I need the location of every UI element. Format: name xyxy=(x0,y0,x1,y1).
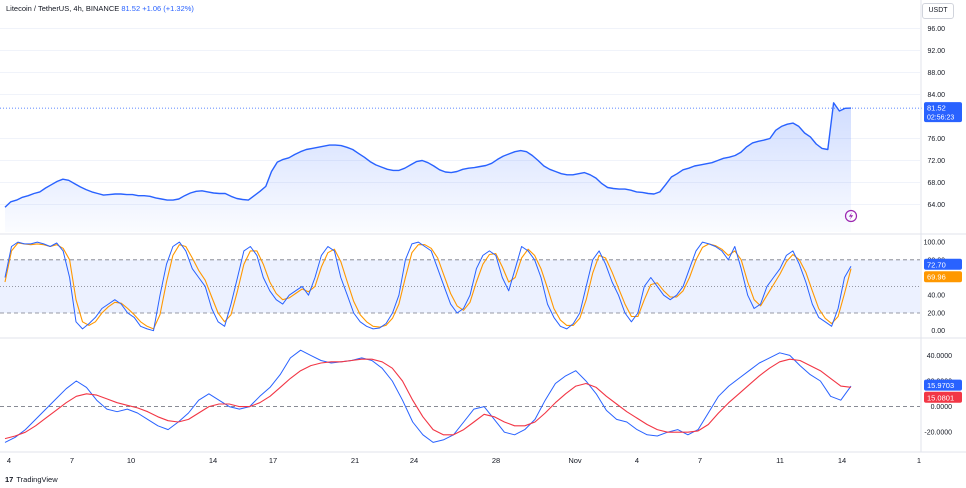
time-axis-tick: 24 xyxy=(410,456,418,465)
time-axis-tick: 7 xyxy=(70,456,74,465)
price-area-fill xyxy=(5,102,851,232)
stoch-k-tag: 72.70 xyxy=(927,260,946,269)
time-axis-tick: 10 xyxy=(127,456,135,465)
osc-axis-tick: -20.0000 xyxy=(924,430,952,437)
time-axis-tick: 4 xyxy=(7,456,11,465)
price-pane: 96.00 92.00 88.00 84.00 76.00 72.00 68.00 64.00… xyxy=(0,26,966,235)
osc-signal-tag-bg xyxy=(924,391,962,403)
price-axis-tick: 68.00 xyxy=(927,180,945,187)
osc-axis-tick: 0.0000 xyxy=(931,404,953,411)
time-axis-tick: 28 xyxy=(492,456,500,465)
stoch-axis-tick: 40.00 xyxy=(927,293,945,300)
symbol-title: Litecoin / TetherUS, 4h, BINANCE xyxy=(6,4,120,13)
osc-main-tag-bg xyxy=(924,379,962,391)
osc-main-line xyxy=(4,349,852,443)
stoch-k-tag-bg xyxy=(924,258,962,270)
time-axis-tick: 7 xyxy=(698,456,702,465)
price-line xyxy=(4,102,852,208)
price-axis-tick: 72.00 xyxy=(927,158,945,165)
time-axis-tick: 14 xyxy=(838,456,846,465)
time-axis-tick: 4 xyxy=(635,456,639,465)
last-price-tag: 81.52 xyxy=(927,104,946,113)
time-axis-tick: 1 xyxy=(917,456,921,465)
osc-axis-tick: 40.0000 xyxy=(927,353,952,360)
osc-signal-tag: 15.0801 xyxy=(927,393,954,402)
time-axis-tick: 21 xyxy=(351,456,359,465)
price-axis-tick: 92.00 xyxy=(927,48,945,55)
price-axis-tick: 88.00 xyxy=(927,70,945,77)
time-axis-tick: 14 xyxy=(209,456,217,465)
osc-main-tag: 15.9703 xyxy=(927,381,954,390)
last-price: 81.52 xyxy=(121,4,141,13)
time-axis-tick: 17 xyxy=(269,456,277,465)
tv-logo-text: TradingView xyxy=(16,475,58,484)
time-axis-tick: 11 xyxy=(776,456,784,465)
osc-signal-line xyxy=(4,358,852,440)
candle-countdown: 02:56:23 xyxy=(927,115,954,122)
price-axis-tick: 96.00 xyxy=(927,26,945,33)
tradingview-logo[interactable]: 17 TradingView xyxy=(5,475,58,484)
stoch-axis-tick: 20.00 xyxy=(927,310,945,317)
symbol-header: Litecoin / TetherUS, 4h, BINANCE 81.52 +… xyxy=(6,4,194,13)
price-axis-tick: 76.00 xyxy=(927,136,945,143)
price-axis-tick: 64.00 xyxy=(927,202,945,209)
stoch-d-tag: 69.96 xyxy=(927,273,946,282)
time-axis-tick: Nov xyxy=(568,456,582,465)
stoch-k-line xyxy=(4,241,852,332)
stoch-axis-tick: 0.00 xyxy=(931,328,945,335)
stoch-d-tag-bg xyxy=(924,271,962,283)
oscillator-pane: 40.000020.00000.0000-20.000015.970315.08… xyxy=(0,349,966,453)
lightning-icon[interactable] xyxy=(844,209,858,223)
price-axis-tick: 84.00 xyxy=(927,92,945,99)
time-axis: 4 7 10 14 17 21 24 28 Nov 4 7 11 14 1 xyxy=(7,0,922,465)
price-change: +1.06 (+1.32%) xyxy=(142,4,194,13)
currency-button[interactable]: USDT xyxy=(922,3,954,19)
last-price-tag-bg xyxy=(924,102,962,123)
tv-logo-mark: 17 xyxy=(5,475,14,484)
stoch-axis-tick: 100.00 xyxy=(924,240,946,247)
